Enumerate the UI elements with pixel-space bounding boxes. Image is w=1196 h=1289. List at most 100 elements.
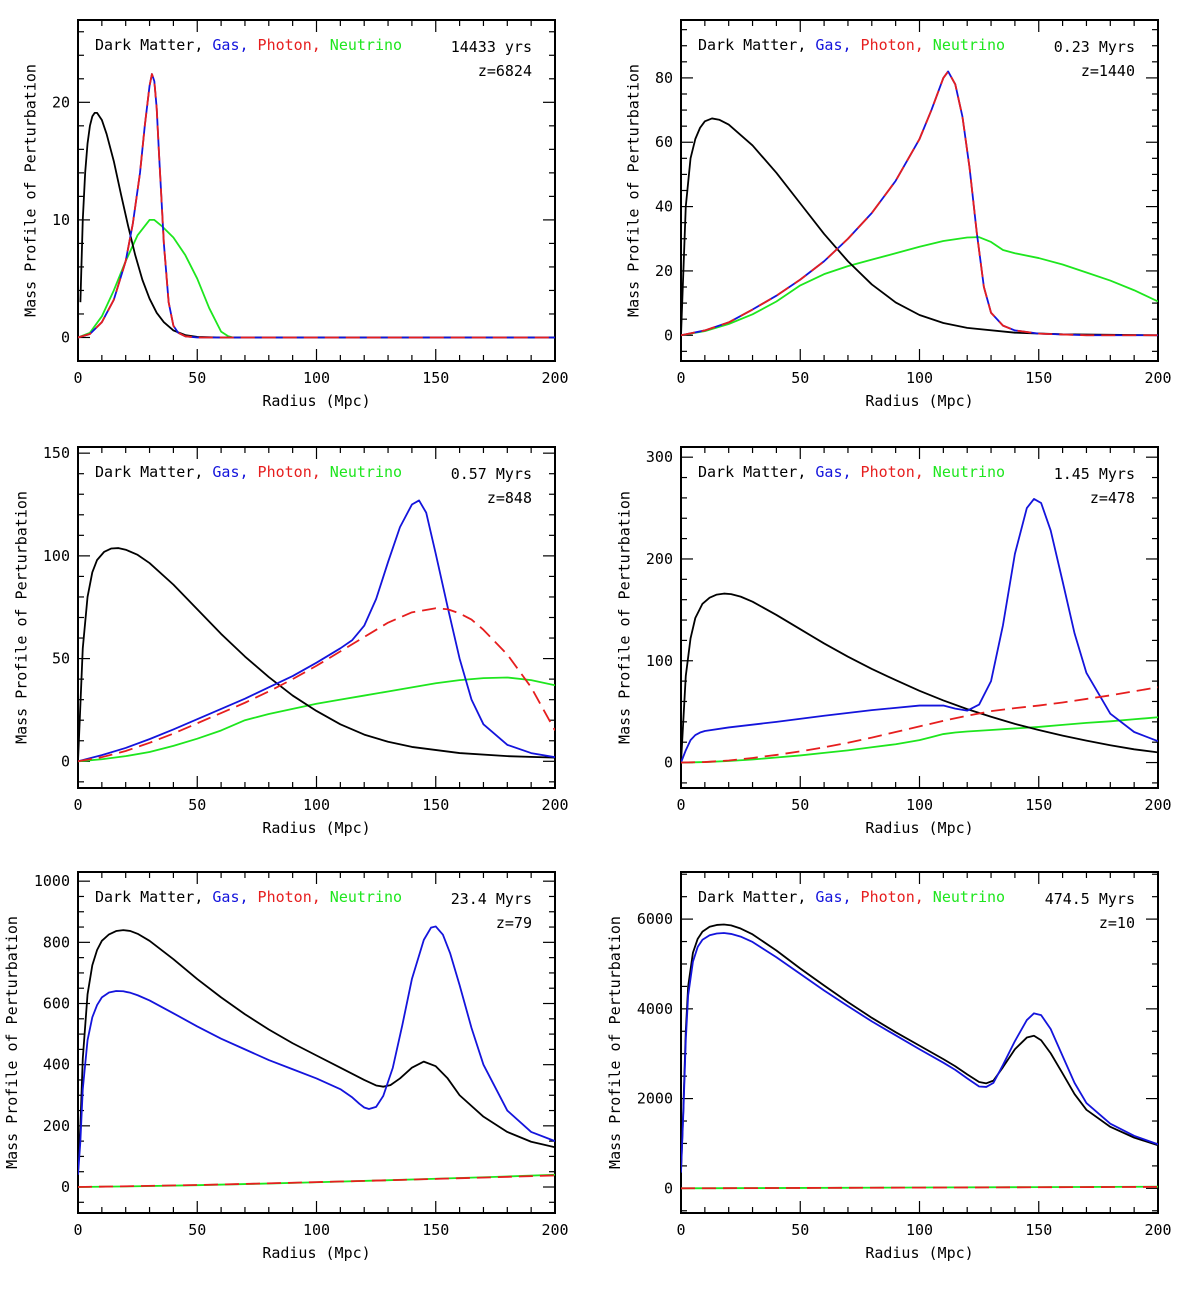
time-label: 14433 yrs bbox=[451, 38, 532, 56]
y-axis-label: Mass Profile of Perturbation bbox=[3, 916, 21, 1169]
x-tick-label: 50 bbox=[188, 796, 206, 814]
plot-frame bbox=[77, 446, 556, 789]
x-tick-label: 100 bbox=[906, 1221, 933, 1239]
x-tick-label: 0 bbox=[676, 1221, 685, 1239]
y-tick-label: 1000 bbox=[34, 872, 70, 890]
gas-curve bbox=[78, 499, 555, 763]
x-tick-label: 100 bbox=[303, 369, 330, 387]
x-axis-label: Radius (Mpc) bbox=[865, 819, 973, 837]
y-tick-label: 40 bbox=[655, 198, 673, 216]
y-tick-label: 0 bbox=[61, 328, 70, 346]
x-axis-label: Radius (Mpc) bbox=[865, 1244, 973, 1262]
photon-curve bbox=[78, 73, 555, 339]
photon-curve bbox=[681, 70, 1158, 337]
y-tick-label: 20 bbox=[52, 93, 70, 111]
y-tick-label: 0 bbox=[61, 752, 70, 770]
x-axis-label: Radius (Mpc) bbox=[262, 1244, 370, 1262]
time-label: 474.5 Myrs bbox=[1045, 890, 1135, 908]
x-tick-label: 200 bbox=[541, 796, 568, 814]
legend-gas: Gas, bbox=[203, 36, 248, 54]
x-tick-label: 200 bbox=[1144, 1221, 1171, 1239]
x-tick-label: 50 bbox=[791, 796, 809, 814]
panel-1: 0 50 100 150 200 0 10 20 Radius (Mpc) Mass Profil… bbox=[22, 19, 569, 410]
x-tick-label: 0 bbox=[73, 796, 82, 814]
x-tick-label: 150 bbox=[1025, 1221, 1052, 1239]
y-tick-label: 10 bbox=[52, 211, 70, 229]
gas-curve bbox=[681, 70, 1158, 337]
y-tick-label: 80 bbox=[655, 69, 673, 87]
y-axis-label: Mass Profile of Perturbation bbox=[615, 491, 633, 744]
y-tick-label: 6000 bbox=[637, 910, 673, 928]
y-tick-label: 0 bbox=[61, 1178, 70, 1196]
y-tick-label: 150 bbox=[43, 444, 70, 462]
x-axis-label: Radius (Mpc) bbox=[262, 392, 370, 410]
legend-photon: Photon, bbox=[852, 463, 924, 481]
legend: Dark Matter, Gas, Photon, Neutrino bbox=[698, 36, 1005, 54]
y-axis-label: Mass Profile of Perturbation bbox=[625, 64, 643, 317]
photon-curve bbox=[78, 607, 555, 763]
legend-neutrino: Neutrino bbox=[321, 36, 402, 54]
x-tick-label: 0 bbox=[73, 369, 82, 387]
y-tick-label: 0 bbox=[664, 754, 673, 772]
legend-dark-matter: Dark Matter, bbox=[95, 36, 203, 54]
legend-photon: Photon, bbox=[852, 888, 924, 906]
x-tick-label: 200 bbox=[541, 369, 568, 387]
y-tick-label: 600 bbox=[43, 995, 70, 1013]
legend-gas: Gas, bbox=[203, 888, 248, 906]
time-label: 0.57 Myrs bbox=[451, 465, 532, 483]
neutrino-curve bbox=[681, 236, 1158, 337]
gas-curve bbox=[681, 932, 1158, 1173]
redshift-label: z=79 bbox=[496, 914, 532, 932]
y-axis-label: Mass Profile of Perturbation bbox=[12, 491, 30, 744]
legend: Dark Matter, Gas, Photon, Neutrino bbox=[95, 463, 402, 481]
gas-curve bbox=[681, 498, 1158, 763]
x-tick-label: 50 bbox=[188, 369, 206, 387]
panel-2: 0 50 100 150 200 0 20 40 60 80 Radius (Mpc) Mass Pr… bbox=[625, 19, 1172, 410]
y-axis-label: Mass Profile of Perturbation bbox=[606, 916, 624, 1169]
x-tick-label: 100 bbox=[303, 1221, 330, 1239]
neutrino-curve bbox=[78, 676, 555, 763]
redshift-label: z=478 bbox=[1090, 489, 1135, 507]
dark-matter-curve bbox=[79, 111, 555, 339]
y-tick-label: 400 bbox=[43, 1056, 70, 1074]
photon-curve bbox=[681, 686, 1158, 764]
legend-neutrino: Neutrino bbox=[924, 463, 1005, 481]
dark-matter-curve bbox=[78, 547, 555, 762]
gas-curve bbox=[78, 925, 555, 1175]
legend-neutrino: Neutrino bbox=[924, 36, 1005, 54]
legend-neutrino: Neutrino bbox=[924, 888, 1005, 906]
dark-matter-curve bbox=[681, 117, 1158, 337]
x-axis-label: Radius (Mpc) bbox=[865, 392, 973, 410]
x-tick-label: 50 bbox=[188, 1221, 206, 1239]
y-tick-label: 4000 bbox=[637, 1000, 673, 1018]
x-tick-label: 100 bbox=[906, 369, 933, 387]
legend-dark-matter: Dark Matter, bbox=[698, 36, 806, 54]
legend-photon: Photon, bbox=[249, 463, 321, 481]
series-group bbox=[78, 925, 555, 1188]
time-label: 23.4 Myrs bbox=[451, 890, 532, 908]
redshift-label: z=848 bbox=[487, 489, 532, 507]
legend-gas: Gas, bbox=[806, 36, 851, 54]
redshift-label: z=1440 bbox=[1081, 62, 1135, 80]
legend-gas: Gas, bbox=[203, 463, 248, 481]
dark-matter-curve bbox=[681, 592, 1158, 763]
legend-dark-matter: Dark Matter, bbox=[95, 888, 203, 906]
y-tick-label: 0 bbox=[664, 1179, 673, 1197]
legend: Dark Matter, Gas, Photon, Neutrino bbox=[698, 463, 1005, 481]
series-group bbox=[681, 70, 1158, 337]
legend-photon: Photon, bbox=[852, 36, 924, 54]
panel-5: 0 50 100 150 200 0 200 400 600 800 1000 Radius (Mpc… bbox=[3, 871, 569, 1262]
time-label: 1.45 Myrs bbox=[1054, 465, 1135, 483]
photon-curve bbox=[681, 1185, 1158, 1190]
redshift-label: z=10 bbox=[1099, 914, 1135, 932]
x-tick-label: 0 bbox=[676, 369, 685, 387]
y-tick-label: 200 bbox=[43, 1117, 70, 1135]
y-tick-label: 800 bbox=[43, 933, 70, 951]
neutrino-curve bbox=[78, 218, 555, 339]
x-tick-label: 150 bbox=[422, 369, 449, 387]
legend-dark-matter: Dark Matter, bbox=[698, 463, 806, 481]
x-tick-label: 0 bbox=[676, 796, 685, 814]
legend-gas: Gas, bbox=[806, 463, 851, 481]
x-tick-label: 50 bbox=[791, 1221, 809, 1239]
